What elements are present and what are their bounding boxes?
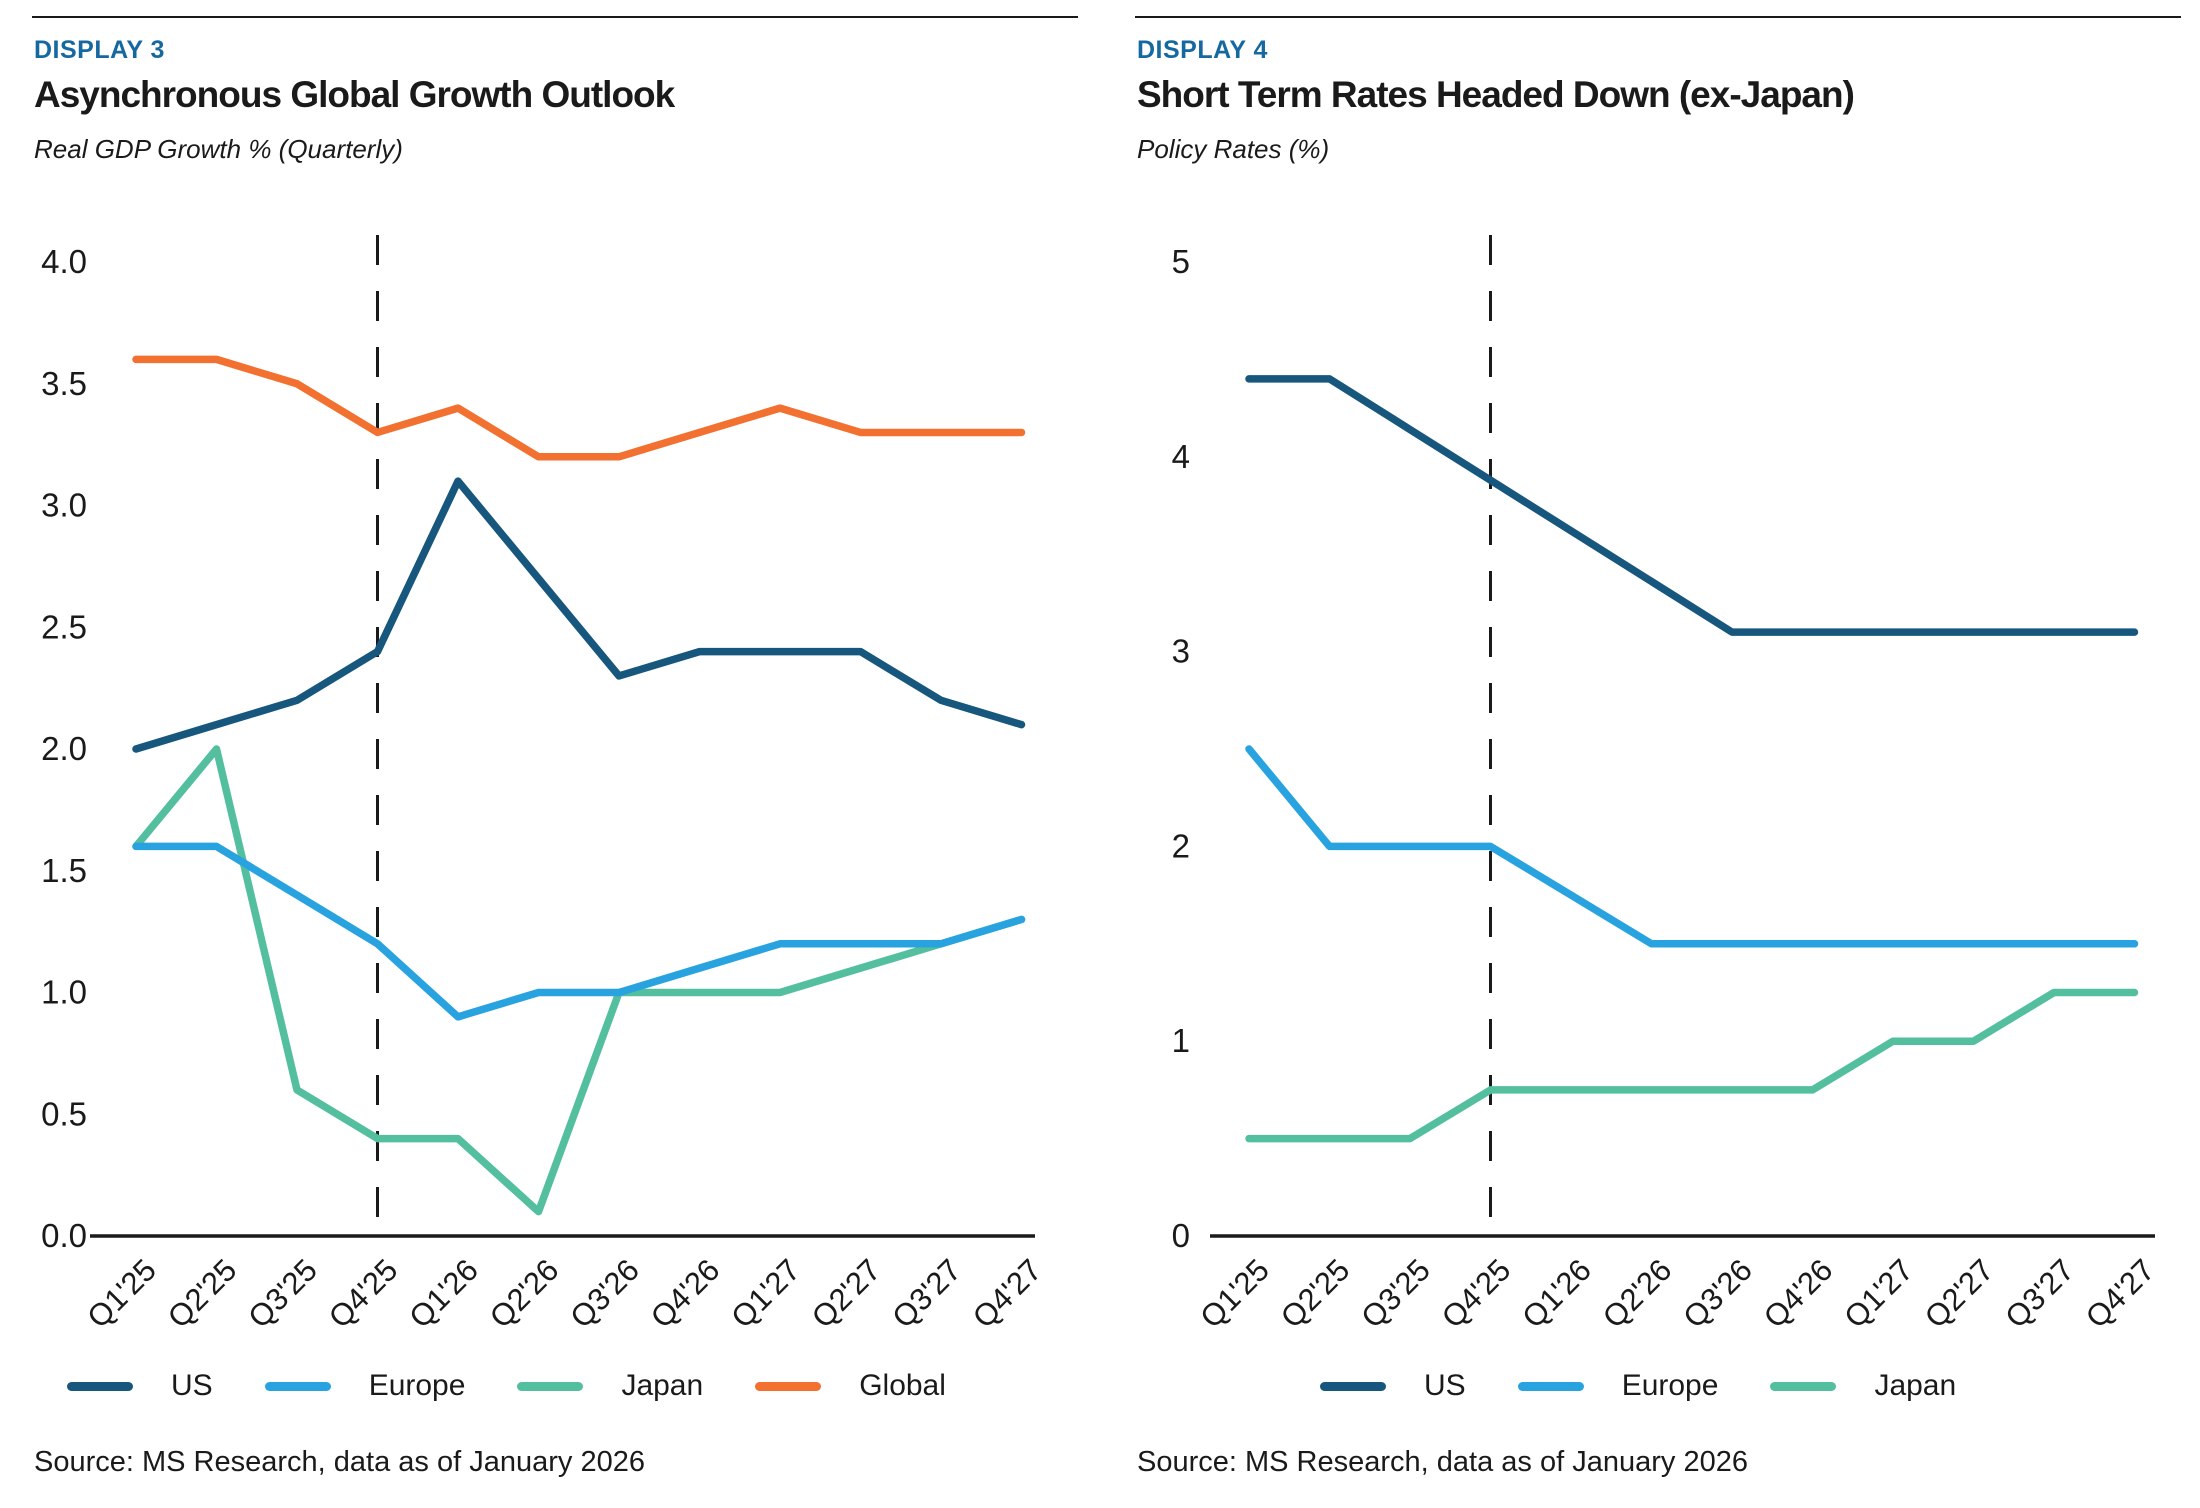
legend-item-us: US: [1320, 1369, 1466, 1403]
x-axis-tick-label: Q4'27: [2079, 1252, 2162, 1335]
series-line-europe: [1245, 745, 2139, 948]
y-axis-tick-label: 2: [1172, 827, 1190, 864]
legend-swatch-global: [755, 1381, 822, 1391]
chart-legend: US Europe Japan: [1135, 1366, 2200, 1406]
legend-label: Europe: [368, 1369, 466, 1402]
source-note: Source: MS Research, data as of January …: [1137, 1446, 1748, 1478]
x-axis-tick-label: Q1'27: [1837, 1252, 1920, 1335]
x-axis-tick-label: Q3'27: [885, 1252, 968, 1335]
chart-legend: US Europe Japan Global: [32, 1366, 1113, 1406]
legend-swatch-europe: [1517, 1381, 1584, 1391]
x-axis-tick-label: Q2'25: [1274, 1252, 1357, 1335]
x-axis-tick-label: Q2'26: [483, 1252, 566, 1335]
y-axis-tick-label: 0: [1172, 1217, 1190, 1254]
legend-item-japan: Japan: [517, 1369, 703, 1403]
x-axis-tick-label: Q4'25: [1435, 1252, 1518, 1335]
top-rule: [32, 16, 1078, 18]
chart-title: Short Term Rates Headed Down (ex-Japan): [1137, 74, 1855, 115]
x-axis-tick-label: Q1'25: [1193, 1252, 1276, 1335]
x-axis-tick-label: Q3'26: [1676, 1252, 1759, 1335]
legend-swatch-japan: [1770, 1381, 1837, 1391]
y-axis-tick-label: 4: [1172, 438, 1190, 475]
chart-title: Asynchronous Global Growth Outlook: [34, 74, 675, 115]
legend-label: Europe: [1621, 1369, 1719, 1402]
x-axis-tick-label: Q3'25: [1354, 1252, 1437, 1335]
x-axis-tick-label: Q3'25: [241, 1252, 324, 1335]
x-axis-tick-label: Q2'26: [1596, 1252, 1679, 1335]
legend-label: Global: [859, 1369, 946, 1402]
display-label: DISPLAY 4: [1137, 36, 1268, 64]
x-axis-tick-label: Q3'27: [1998, 1252, 2081, 1335]
policy-rates-line-chart: 543210Q1'25Q2'25Q3'25Q4'25Q1'26Q2'26Q3'2…: [1172, 235, 2162, 1335]
y-axis-tick-label: 3.0: [41, 487, 87, 524]
legend-swatch-europe: [264, 1381, 331, 1391]
x-axis-tick-label: Q1'25: [80, 1252, 163, 1335]
x-axis-tick-label: Q2'27: [805, 1252, 888, 1335]
legend-item-japan: Japan: [1770, 1369, 1956, 1403]
x-axis-tick-label: Q4'26: [1757, 1252, 1840, 1335]
x-axis-tick-label: Q4'26: [644, 1252, 727, 1335]
gdp-growth-line-chart: 4.03.53.02.52.01.51.00.50.0Q1'25Q2'25Q3'…: [41, 235, 1049, 1335]
y-axis-tick-label: 2.0: [41, 730, 87, 767]
top-rule: [1135, 16, 2181, 18]
legend-swatch-us: [67, 1381, 133, 1391]
y-axis-tick-label: 0.0: [41, 1217, 87, 1254]
display-4-panel: DISPLAY 4 Short Term Rates Headed Down (…: [1135, 0, 2181, 1508]
y-axis-tick-label: 3: [1172, 633, 1190, 670]
y-axis-tick-label: 3.5: [41, 365, 87, 402]
legend-label: Japan: [1874, 1369, 1957, 1402]
x-axis-tick-label: Q1'26: [1515, 1252, 1598, 1335]
series-line-europe: [132, 842, 1026, 1021]
x-axis-tick-label: Q1'26: [402, 1252, 485, 1335]
y-axis-tick-label: 1.5: [41, 852, 87, 889]
y-axis-tick-label: 1.0: [41, 974, 87, 1011]
legend-label: US: [1424, 1369, 1466, 1402]
legend-label: Japan: [621, 1369, 704, 1402]
x-axis-tick-label: Q3'26: [563, 1252, 646, 1335]
series-line-japan: [1245, 988, 2139, 1143]
series-line-japan: [132, 745, 1026, 1216]
source-note: Source: MS Research, data as of January …: [34, 1446, 645, 1478]
legend-label: US: [171, 1369, 213, 1402]
legend-item-europe: Europe: [264, 1369, 466, 1403]
display-3-panel: DISPLAY 3 Asynchronous Global Growth Out…: [32, 0, 1078, 1508]
y-axis-tick-label: 5: [1172, 243, 1190, 280]
legend-item-europe: Europe: [1517, 1369, 1719, 1403]
display-label: DISPLAY 3: [34, 36, 165, 64]
x-axis-tick-label: Q4'27: [966, 1252, 1049, 1335]
y-axis-tick-label: 2.5: [41, 608, 87, 645]
x-axis-tick-label: Q2'27: [1918, 1252, 2001, 1335]
y-axis-tick-label: 1: [1172, 1022, 1190, 1059]
y-axis-tick-label: 4.0: [41, 243, 87, 280]
series-line-global: [132, 355, 1026, 461]
y-axis-tick-label: 0.5: [41, 1095, 87, 1132]
legend-item-us: US: [67, 1369, 213, 1403]
legend-swatch-us: [1320, 1381, 1386, 1391]
legend-item-global: Global: [755, 1369, 946, 1403]
series-line-us: [132, 477, 1026, 753]
x-axis-tick-label: Q4'25: [322, 1252, 405, 1335]
x-axis-tick-label: Q1'27: [724, 1252, 807, 1335]
series-line-us: [1245, 375, 2139, 636]
chart-subtitle: Real GDP Growth % (Quarterly): [34, 134, 403, 164]
x-axis-tick-label: Q2'25: [161, 1252, 244, 1335]
legend-swatch-japan: [517, 1381, 584, 1391]
chart-subtitle: Policy Rates (%): [1137, 134, 1330, 164]
